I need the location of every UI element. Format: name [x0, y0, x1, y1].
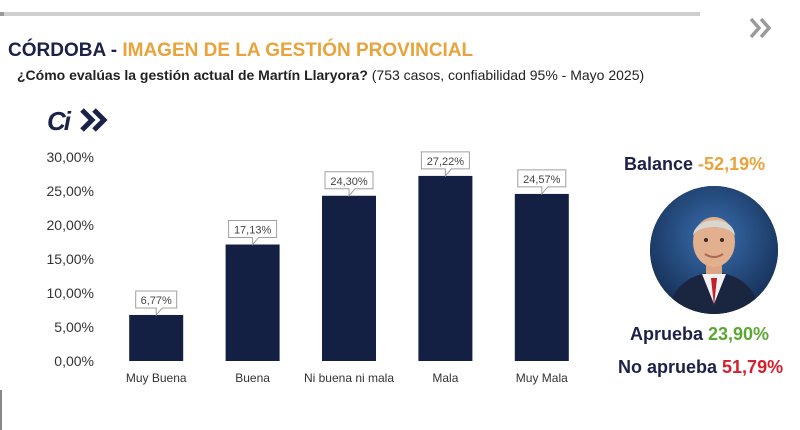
- bar: [514, 193, 569, 361]
- balance-label: Balance: [624, 154, 699, 174]
- avatar: [650, 186, 778, 314]
- approve-summary: Aprueba 23,90%: [630, 324, 769, 345]
- left-border: [0, 390, 2, 430]
- y-tick-label: 5,00%: [54, 319, 94, 335]
- y-tick-label: 25,00%: [47, 183, 94, 199]
- bar: [129, 314, 184, 361]
- top-rule: [0, 12, 700, 16]
- y-tick-label: 20,00%: [47, 217, 94, 233]
- y-tick-label: 0,00%: [54, 353, 94, 369]
- title-topic: IMAGEN DE LA GESTIÓN PROVINCIAL: [122, 40, 474, 61]
- data-label: 24,30%: [330, 176, 368, 188]
- data-label: 6,77%: [141, 295, 172, 307]
- x-tick-label: Muy Mala: [516, 371, 568, 385]
- approve-value: 23,90%: [708, 324, 770, 344]
- y-tick-label: 10,00%: [47, 285, 94, 301]
- person-portrait: [650, 186, 778, 314]
- balance-summary: Balance -52,19%: [624, 154, 765, 175]
- bar: [322, 195, 376, 361]
- x-tick-label: Buena: [235, 371, 270, 385]
- bar: [225, 244, 280, 361]
- bar-chart: 0,00% 5,00% 10,00% 15,00% 20,00% 25,00% 30,00%…: [47, 149, 569, 385]
- data-label-callout: [228, 220, 278, 246]
- y-tick-label: 15,00%: [47, 251, 94, 267]
- bar: [418, 175, 473, 361]
- logo-text: Ci: [47, 106, 71, 136]
- balance-value: -52,19%: [698, 154, 766, 174]
- y-tick-label: 30,00%: [47, 149, 94, 165]
- data-label: 27,22%: [427, 156, 465, 168]
- survey-question: ¿Cómo evalúas la gestión actual de Martí…: [17, 67, 368, 83]
- approve-label: Aprueba: [630, 324, 709, 344]
- logo-chevron-icon: [80, 108, 108, 132]
- x-tick-label: Muy Buena: [126, 371, 187, 385]
- page-title: CÓRDOBA - IMAGEN DE LA GESTIÓN PROVINCIA…: [8, 40, 473, 62]
- survey-details: (753 casos, confiabilidad 95% - Mayo 202…: [371, 67, 645, 83]
- top-rule-marker: [0, 12, 4, 16]
- disapprove-label: No aprueba: [618, 357, 723, 377]
- data-label-callout: [135, 290, 178, 317]
- x-tick-label: Ni buena ni mala: [304, 371, 394, 385]
- double-chevron-right-icon[interactable]: [748, 16, 776, 40]
- data-label-callout: [517, 169, 567, 196]
- data-label-callout: [420, 151, 470, 178]
- x-tick-label: Mala: [432, 371, 458, 385]
- data-label-callout: [324, 171, 374, 198]
- title-region: CÓRDOBA -: [8, 40, 123, 61]
- subtitle: ¿Cómo evalúas la gestión actual de Martí…: [17, 67, 644, 83]
- disapprove-summary: No aprueba 51,79%: [618, 357, 783, 378]
- disapprove-value: 51,79%: [722, 357, 784, 377]
- data-label: 17,13%: [234, 225, 272, 237]
- data-label: 24,57%: [523, 174, 561, 186]
